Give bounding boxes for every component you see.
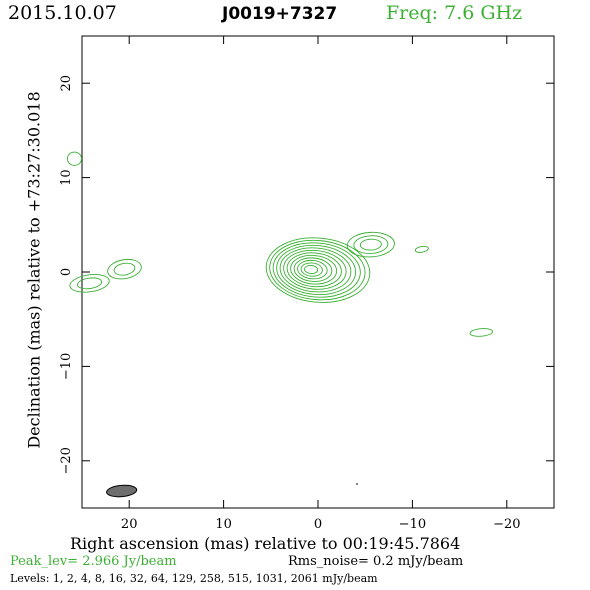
x-tick-label: −10 xyxy=(399,517,426,532)
contour-level xyxy=(304,264,319,275)
contour-level xyxy=(414,245,429,253)
contour-level xyxy=(276,244,357,296)
component-core xyxy=(265,237,371,303)
y-tick-label: 0 xyxy=(59,268,74,276)
contour-levels: Levels: 1, 2, 4, 8, 16, 32, 64, 129, 258… xyxy=(10,572,378,585)
contour-level xyxy=(286,252,342,288)
beam-layer xyxy=(106,484,138,498)
contour-level xyxy=(293,257,333,282)
frequency-label: Freq: 7.6 GHz xyxy=(386,2,523,24)
y-axis-label: Declination (mas) relative to +73:27:30.… xyxy=(24,91,44,449)
y-tick-label: −10 xyxy=(59,353,74,380)
component-feature-b xyxy=(69,274,110,293)
contour-level xyxy=(107,258,142,280)
axis-ticks: 20 10 0 −10 −20 20 10 0 −10 −20 xyxy=(59,36,554,532)
x-tick-label: 20 xyxy=(121,517,138,532)
contour-level xyxy=(113,262,136,276)
contour-level xyxy=(283,249,347,290)
component-feature-a xyxy=(107,258,142,280)
component-feature-d xyxy=(469,328,494,337)
component-jet-knot xyxy=(346,231,395,258)
peak-level: Peak_lev= 2.966 Jy/beam xyxy=(10,554,177,569)
contour-level xyxy=(290,254,338,285)
component-feature-c xyxy=(414,245,429,253)
y-tick-label: −20 xyxy=(59,447,74,474)
contour-level xyxy=(346,231,395,258)
contour-level xyxy=(265,237,371,303)
contour-level xyxy=(469,328,494,337)
x-tick-label: −20 xyxy=(493,517,520,532)
x-tick-label: 10 xyxy=(215,517,232,532)
contour-level xyxy=(279,247,352,293)
plot-frame xyxy=(81,35,555,509)
observation-date: 2015.10.07 xyxy=(8,2,117,24)
x-tick-label: 0 xyxy=(314,517,322,532)
component-feature-e xyxy=(66,151,82,166)
contour-layer xyxy=(66,151,494,337)
contour-level xyxy=(359,238,382,251)
contour-level xyxy=(297,259,328,280)
contour-level xyxy=(69,274,110,293)
y-tick-label: 10 xyxy=(59,169,74,186)
y-tick-label: 20 xyxy=(59,75,74,92)
rms-noise: Rms_noise= 0.2 mJy/beam xyxy=(288,554,464,569)
contour-level xyxy=(269,239,366,301)
contour-level xyxy=(272,242,361,298)
source-name: J0019+7327 xyxy=(222,4,338,24)
contour-level xyxy=(76,277,103,290)
contour-level xyxy=(66,151,82,166)
contour-level xyxy=(353,235,389,254)
contour-level xyxy=(300,262,323,277)
restoring-beam xyxy=(106,484,138,498)
x-axis-label: Right ascension (mas) relative to 00:19:… xyxy=(70,534,461,553)
